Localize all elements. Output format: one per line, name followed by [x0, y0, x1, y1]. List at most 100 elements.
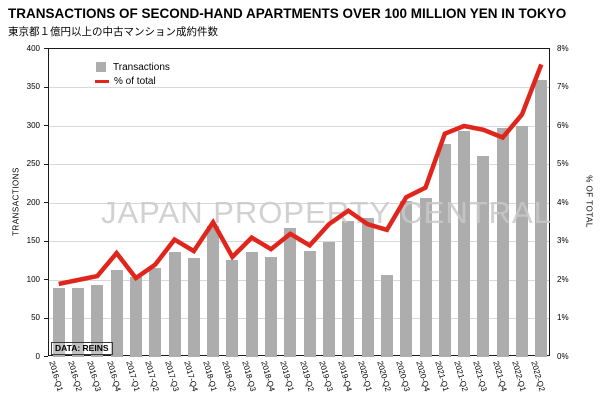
grid-line — [49, 125, 549, 127]
x-axis-tick-label: 2020-Q3 — [394, 360, 412, 393]
left-axis-tick-label: 100 — [26, 274, 40, 284]
bar — [226, 259, 239, 357]
right-axis-tick-label: 7% — [557, 82, 569, 91]
x-axis-tick-label: 2020-Q4 — [413, 360, 432, 393]
left-axis-tick-label: 250 — [26, 159, 40, 168]
left-axis-tick-label: 300 — [26, 120, 40, 130]
grid-line — [49, 164, 549, 165]
x-axis-tick-label: 2017-Q2 — [143, 360, 161, 393]
bar — [245, 252, 258, 357]
x-axis-tick-label: 2018-Q3 — [240, 360, 258, 393]
right-axis-tick-label: 4% — [557, 197, 569, 207]
watermark: JAPAN PROPERTY CENTRAL — [101, 195, 552, 230]
legend-bar-swatch — [96, 62, 106, 72]
grid-line — [49, 202, 549, 204]
grid-line — [49, 279, 549, 281]
legend-line-swatch — [95, 79, 109, 83]
right-axis-tick-label: 2% — [557, 274, 569, 284]
right-axis-tick-label: 8% — [557, 43, 569, 53]
bar — [129, 276, 142, 357]
bar — [168, 252, 181, 357]
right-axis-tick-label: 6% — [557, 120, 569, 130]
left-axis-tick-label: 200 — [26, 197, 40, 207]
left-axis-tick-label: 150 — [26, 236, 40, 245]
x-axis-tick-label: 2016-Q2 — [66, 360, 84, 393]
bar — [535, 79, 548, 357]
x-axis-tick-label: 2021-Q2 — [452, 360, 470, 393]
x-axis-tick-label: 2018-Q2 — [220, 360, 239, 393]
left-axis-tick-label: 400 — [26, 43, 40, 53]
x-axis-tick-label: 2016-Q3 — [85, 360, 103, 393]
left-axis-tick — [44, 86, 48, 88]
right-axis-tick-label: 0% — [557, 351, 569, 361]
bar — [52, 287, 65, 357]
left-axis-tick — [44, 125, 48, 126]
bar — [361, 218, 374, 357]
right-axis-title: % OF TOTAL — [584, 175, 594, 228]
left-axis-tick — [44, 317, 48, 319]
legend-label-percent: % of total — [114, 75, 156, 87]
left-axis-tick — [44, 240, 48, 242]
bar — [322, 241, 335, 357]
legend-item-percent: % of total — [95, 74, 170, 88]
x-axis-tick-label: 2016-Q1 — [46, 360, 65, 393]
left-axis-tick-label: 0 — [35, 351, 40, 361]
x-axis-tick-label: 2019-Q4 — [336, 360, 354, 393]
x-axis-tick-label: 2019-Q3 — [317, 360, 335, 393]
x-axis-tick-label: 2020-Q2 — [375, 360, 393, 393]
x-axis-tick-label: 2017-Q4 — [182, 360, 200, 393]
x-axis-tick-label: 2022-Q2 — [529, 360, 547, 393]
bar — [458, 130, 471, 357]
plot-area: JAPAN PROPERTY CENTRAL Transactions % of… — [48, 48, 552, 357]
x-axis-tick-label: 2016-Q4 — [104, 360, 123, 393]
bar — [419, 197, 432, 357]
bar — [91, 285, 104, 357]
bar — [477, 156, 490, 357]
x-axis-tick-label: 2021-Q3 — [471, 360, 490, 393]
grid-line — [49, 87, 549, 88]
x-axis-tick-label: 2020-Q1 — [355, 360, 374, 393]
bar — [265, 256, 278, 357]
x-axis-tick-label: 2017-Q3 — [162, 360, 181, 393]
bar — [303, 250, 316, 357]
x-axis-tick-label: 2018-Q4 — [259, 360, 277, 393]
x-axis-tick-label: 2018-Q1 — [201, 360, 219, 393]
bar — [149, 268, 162, 357]
bar — [110, 269, 123, 357]
bar — [380, 274, 393, 357]
bar — [284, 227, 297, 357]
left-axis-tick-label: 350 — [26, 82, 40, 91]
chart-title: TRANSACTIONS OF SECOND-HAND APARTMENTS O… — [8, 6, 567, 21]
chart-subtitle-japanese: 東京都１億円以上の中古マンション成約件数 — [8, 26, 218, 38]
legend-label-transactions: Transactions — [113, 61, 170, 73]
grid-line — [49, 318, 549, 319]
left-axis-tick — [44, 356, 48, 357]
percent-line — [58, 63, 544, 287]
bar — [342, 221, 355, 357]
source-label: DATA: REINS — [51, 342, 113, 355]
right-axis-tick-label: 3% — [557, 236, 569, 245]
x-axis-tick-label: 2022-Q1 — [510, 360, 528, 393]
x-axis-tick-label: 2021-Q4 — [491, 360, 509, 393]
x-axis-tick-label: 2017-Q1 — [124, 360, 142, 393]
left-axis-tick-label: 50 — [31, 313, 40, 322]
left-axis-tick — [44, 279, 48, 280]
bar — [438, 143, 451, 357]
legend: Transactions % of total — [95, 60, 170, 88]
x-axis-tick-label: 2021-Q1 — [433, 360, 451, 393]
bar — [71, 287, 84, 357]
bar — [207, 226, 220, 357]
legend-item-transactions: Transactions — [96, 60, 170, 74]
bar — [400, 200, 413, 357]
left-axis-tick — [44, 163, 48, 165]
bar — [496, 127, 509, 357]
right-axis-tick-label: 1% — [557, 313, 569, 322]
x-axis-tick-label: 2019-Q1 — [278, 360, 296, 393]
right-axis-tick-label: 5% — [557, 159, 569, 168]
bar — [187, 258, 200, 357]
x-axis-tick-label: 2019-Q2 — [297, 360, 316, 393]
left-axis-tick — [44, 48, 48, 49]
left-axis-tick — [44, 202, 48, 203]
bar — [516, 126, 529, 357]
